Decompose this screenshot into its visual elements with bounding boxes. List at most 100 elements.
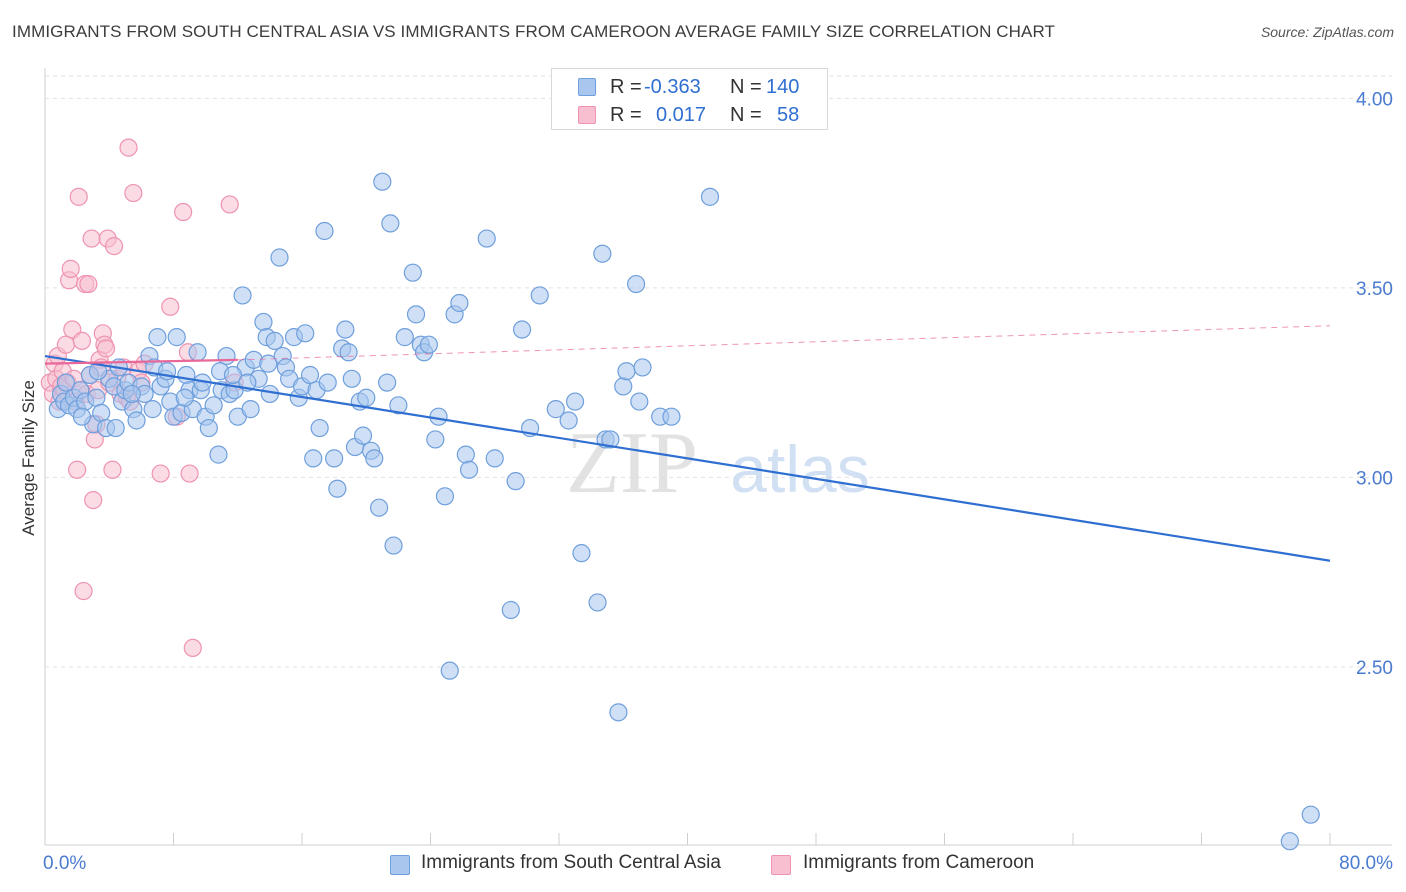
south-central-asia-point bbox=[342, 369, 361, 388]
cameroon-point bbox=[56, 335, 75, 354]
south-central-asia-point bbox=[477, 229, 496, 248]
cameroon-point bbox=[61, 259, 80, 278]
cameroon-point bbox=[183, 638, 202, 658]
cameroon-point bbox=[220, 195, 239, 214]
south-central-asia-point bbox=[260, 384, 279, 404]
south-central-asia-point bbox=[559, 411, 578, 430]
legend-swatch-blue bbox=[578, 78, 596, 96]
series-south-central-asia-points bbox=[48, 172, 1320, 851]
south-central-asia-point bbox=[395, 328, 414, 347]
south-central-asia-point bbox=[357, 388, 376, 407]
south-central-asia-point bbox=[199, 418, 218, 438]
south-central-asia-point bbox=[223, 365, 243, 385]
south-central-asia-point bbox=[310, 418, 329, 438]
cameroon-point bbox=[72, 331, 92, 350]
south-central-asia-point bbox=[384, 536, 403, 555]
legend-r-value: -0.363 bbox=[644, 76, 701, 98]
y-tick-label: 3.00 bbox=[1356, 468, 1393, 489]
y-axis-label: Average Family Size bbox=[19, 380, 38, 536]
legend-r-label: R = bbox=[610, 104, 642, 126]
legend-n-value: 58 bbox=[777, 104, 800, 126]
south-central-asia-point bbox=[339, 343, 358, 362]
south-central-asia-point bbox=[365, 449, 384, 468]
south-central-asia-point bbox=[1301, 805, 1320, 824]
south-central-asia-point bbox=[403, 263, 422, 282]
cameroon-point bbox=[74, 581, 93, 601]
south-central-asia-point bbox=[254, 312, 273, 332]
south-central-asia-point bbox=[406, 305, 426, 324]
y-tick-labels: 2.50 3.00 3.50 4.00 bbox=[1356, 89, 1393, 679]
south-central-asia-point bbox=[700, 187, 720, 206]
south-central-asia-point bbox=[378, 373, 397, 392]
south-central-asia-point bbox=[241, 400, 260, 419]
south-central-asia-point bbox=[373, 172, 392, 191]
x-tick-label-max: 80.0% bbox=[1339, 853, 1393, 874]
south-central-asia-point bbox=[143, 400, 162, 419]
south-central-asia-point bbox=[122, 384, 141, 404]
y-tick-label: 4.00 bbox=[1356, 89, 1393, 110]
cameroon-point bbox=[151, 464, 170, 483]
bottom-legend-south-central-asia: Immigrants from South Central Asia bbox=[421, 852, 721, 873]
x-tick-label-min: 0.0% bbox=[43, 853, 86, 874]
south-central-asia-point bbox=[485, 449, 504, 468]
cameroon-point bbox=[180, 464, 199, 483]
cameroon-point bbox=[174, 202, 193, 222]
south-central-asia-point bbox=[501, 600, 520, 620]
south-central-asia-point bbox=[609, 703, 628, 722]
cameroon-point bbox=[119, 138, 138, 157]
cameroon-point bbox=[124, 183, 143, 203]
trend-line-south-central-asia bbox=[44, 354, 1331, 562]
south-central-asia-point bbox=[72, 407, 92, 426]
legend-row-cameroon: R = 0.017 N = 58 bbox=[552, 101, 827, 129]
trend-lines bbox=[44, 325, 1331, 562]
source-label: Source: ZipAtlas.com bbox=[1260, 24, 1394, 40]
south-central-asia-point bbox=[435, 487, 455, 506]
south-central-asia-point bbox=[106, 418, 125, 438]
south-central-asia-point bbox=[381, 214, 400, 233]
south-central-asia-point bbox=[440, 661, 459, 680]
y-tick-label: 3.50 bbox=[1356, 279, 1393, 300]
south-central-asia-point bbox=[148, 328, 167, 347]
south-central-asia-point bbox=[204, 396, 223, 415]
south-central-asia-point bbox=[614, 377, 633, 396]
south-central-asia-point bbox=[300, 365, 320, 385]
south-central-asia-point bbox=[572, 544, 591, 563]
legend-r-label: R = bbox=[610, 76, 642, 98]
south-central-asia-point bbox=[506, 472, 525, 491]
south-central-asia-point bbox=[1280, 832, 1299, 851]
south-central-asia-point bbox=[265, 331, 284, 350]
south-central-asia-point bbox=[626, 274, 646, 294]
cameroon-point bbox=[84, 490, 103, 510]
south-central-asia-point bbox=[92, 403, 111, 423]
south-central-asia-point bbox=[370, 498, 389, 517]
legend-row-south-central-asia: R = -0.363 N = 140 bbox=[552, 73, 827, 101]
south-central-asia-point bbox=[127, 411, 146, 430]
south-central-asia-point bbox=[259, 354, 278, 373]
south-central-asia-point bbox=[56, 373, 75, 392]
south-central-asia-point bbox=[336, 320, 355, 339]
south-central-asia-point bbox=[512, 320, 532, 339]
watermark: ZIP atlas bbox=[566, 415, 870, 512]
cameroon-point bbox=[68, 460, 87, 479]
cameroon-point bbox=[161, 297, 180, 316]
axes bbox=[44, 68, 1392, 846]
legend-r-value: 0.017 bbox=[656, 104, 707, 126]
south-central-asia-point bbox=[328, 479, 347, 498]
legend-n-label: N = bbox=[730, 76, 762, 98]
south-central-asia-point bbox=[593, 244, 612, 263]
cameroon-point bbox=[103, 460, 122, 479]
legend-swatch-pink bbox=[578, 106, 596, 124]
south-central-asia-point bbox=[546, 400, 565, 419]
y-tick-label: 2.50 bbox=[1356, 658, 1393, 679]
south-central-asia-point bbox=[177, 365, 196, 385]
south-central-asia-point bbox=[450, 293, 469, 313]
cameroon-point bbox=[104, 237, 124, 256]
bottom-legend-swatch-pink bbox=[771, 855, 791, 875]
south-central-asia-point bbox=[325, 449, 344, 468]
cameroon-point bbox=[79, 274, 98, 294]
cameroon-point bbox=[82, 229, 101, 248]
south-central-asia-point bbox=[419, 335, 438, 354]
south-central-asia-point bbox=[617, 362, 636, 381]
south-central-asia-point bbox=[630, 392, 649, 411]
legend-n-label: N = bbox=[730, 104, 762, 126]
